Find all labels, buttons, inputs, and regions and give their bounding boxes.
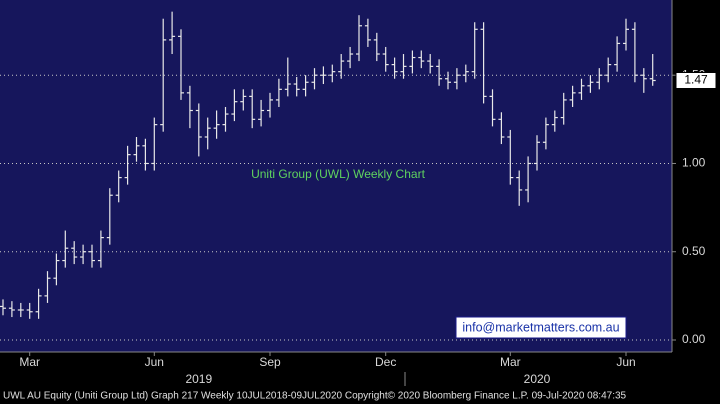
y-tick-label: 0.00 [682, 332, 706, 346]
chart-title: Uniti Group (UWL) Weekly Chart [251, 167, 425, 181]
y-tick-label: 1.00 [682, 156, 706, 170]
watermark-box [455, 316, 627, 339]
x-tick-label: Sep [259, 355, 281, 369]
year-label: 2019 [185, 372, 212, 386]
last-price-label: 1.47 [684, 73, 708, 87]
last-price-box [675, 71, 717, 89]
year-label: 2020 [524, 372, 551, 386]
x-tick-label: Dec [375, 355, 396, 369]
watermark: info@marketmatters.com.au [462, 320, 619, 334]
footer: UWL AU Equity (Uniti Group Ltd) Graph 21… [3, 391, 627, 402]
x-tick-label: Mar [500, 355, 521, 369]
x-tick-label: Jun [616, 355, 635, 369]
y-tick-label: 0.50 [682, 244, 706, 258]
plot-area [0, 0, 672, 352]
x-tick-label: Mar [19, 355, 40, 369]
x-tick-label: Jun [145, 355, 164, 369]
